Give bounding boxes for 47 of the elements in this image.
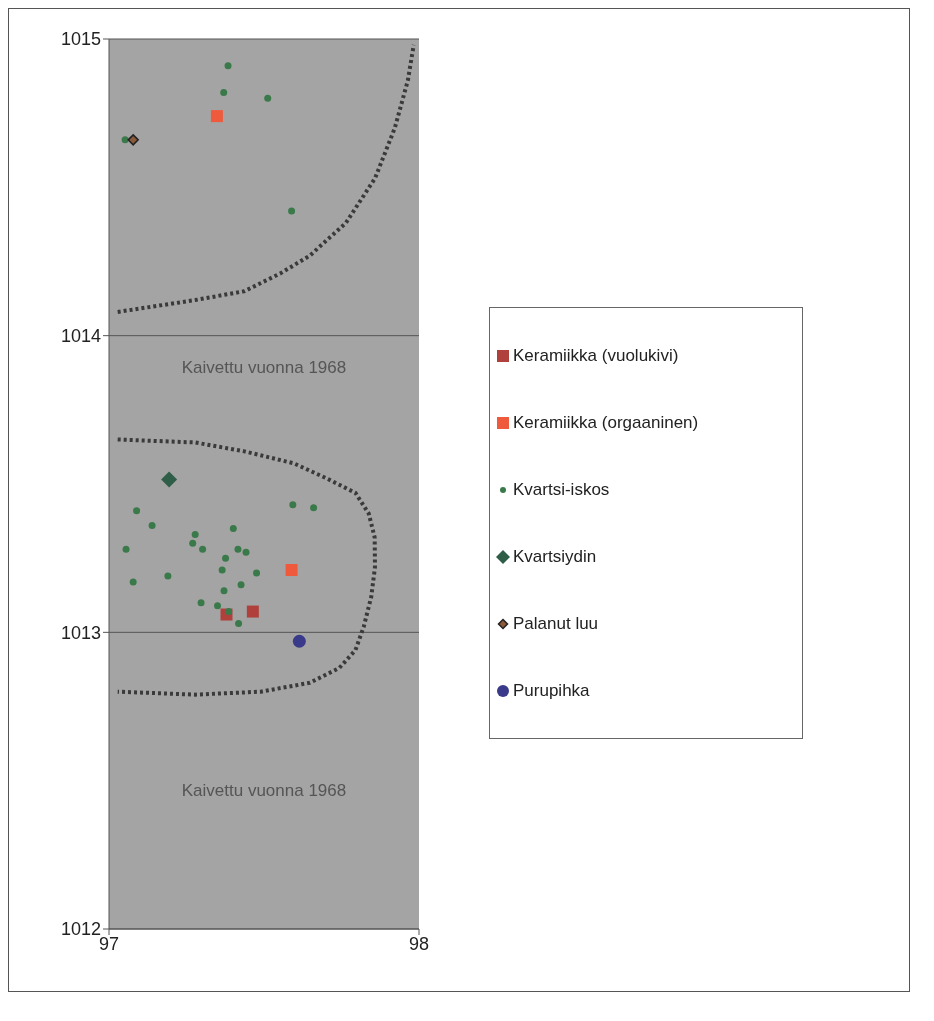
x-tick-label: 98 xyxy=(408,933,430,954)
point xyxy=(133,507,141,515)
point xyxy=(285,564,298,577)
point xyxy=(264,94,272,102)
point xyxy=(220,587,228,595)
point xyxy=(242,548,250,556)
point xyxy=(310,504,318,512)
point xyxy=(122,545,130,553)
point xyxy=(220,88,228,96)
point xyxy=(218,566,226,574)
point xyxy=(234,545,242,553)
point xyxy=(191,530,199,538)
annotation: Kaivettu vuonna 1968 xyxy=(180,357,348,380)
point xyxy=(164,572,172,580)
point xyxy=(199,545,207,553)
legend-label: Kvartsi-iskos xyxy=(513,479,610,500)
y-tick-label: 1015 xyxy=(60,29,101,50)
point xyxy=(224,62,232,70)
legend-label: Palanut luu xyxy=(513,613,599,634)
point xyxy=(235,619,243,627)
point xyxy=(229,525,237,532)
point xyxy=(148,522,156,530)
point xyxy=(127,134,139,146)
point xyxy=(253,569,261,577)
y-tick-label: 1013 xyxy=(60,622,101,643)
y-tick-label: 1012 xyxy=(60,919,101,940)
legend-label: Keramiikka (vuolukivi) xyxy=(513,345,679,366)
point xyxy=(189,539,197,547)
y-tick-label: 1014 xyxy=(60,326,101,347)
point xyxy=(246,605,259,618)
point xyxy=(210,110,223,123)
line-series xyxy=(115,437,377,697)
point xyxy=(161,471,178,488)
point xyxy=(121,136,129,144)
point xyxy=(288,207,296,215)
legend-label: Kvartsiydin xyxy=(513,546,597,567)
legend-label: Purupihka xyxy=(513,680,590,701)
annotation: Kaivettu vuonna 1968 xyxy=(180,780,348,803)
point xyxy=(237,581,245,589)
point xyxy=(129,578,137,586)
line-series xyxy=(115,42,416,314)
point xyxy=(214,602,221,610)
point xyxy=(197,599,205,607)
point xyxy=(222,554,230,562)
legend-label: Keramiikka (orgaaninen) xyxy=(513,412,699,433)
point xyxy=(292,634,306,648)
point xyxy=(289,501,297,509)
